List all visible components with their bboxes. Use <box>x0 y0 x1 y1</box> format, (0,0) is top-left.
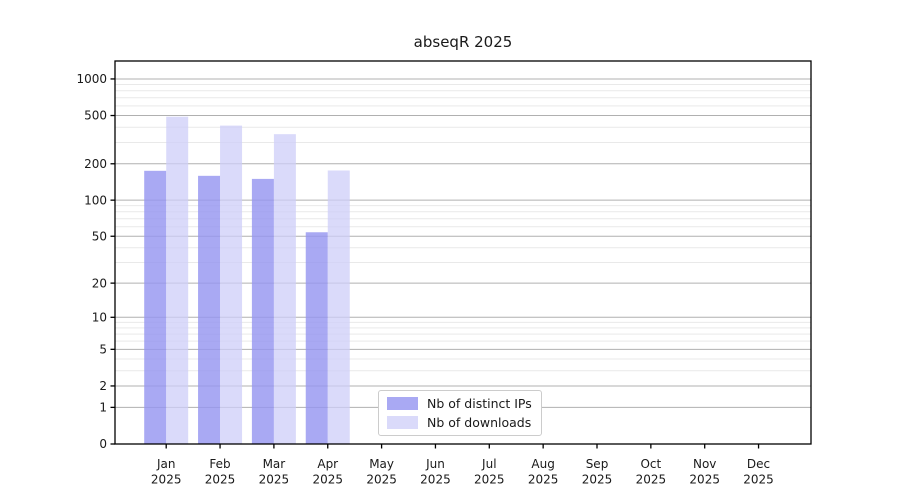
x-tick-label: Nov 2025 <box>689 457 720 487</box>
y-tick-label: 50 <box>92 229 107 243</box>
x-tick-label: Jan 2025 <box>151 457 182 487</box>
y-tick-label: 2 <box>99 379 107 393</box>
legend-item: Nb of distinct IPs <box>387 396 541 411</box>
x-tick-label: Jun 2025 <box>420 457 451 487</box>
legend-item: Nb of downloads <box>387 415 541 430</box>
legend-swatch-downloads <box>387 416 418 430</box>
chart-title: abseqR 2025 <box>413 33 513 51</box>
bar-apr-distinct-ips <box>305 232 328 444</box>
x-tick-label: May 2025 <box>366 457 397 487</box>
x-tick-label: Mar 2025 <box>259 457 290 487</box>
bar-jan-downloads <box>166 116 189 444</box>
y-tick-label: 20 <box>92 276 107 290</box>
plot-border <box>114 60 812 445</box>
legend-swatch-distinct-ips <box>387 396 418 410</box>
bar-mar-downloads <box>273 134 296 444</box>
x-tick-label: Oct 2025 <box>636 457 667 487</box>
y-tick-label: 200 <box>84 157 107 171</box>
y-tick-label: 500 <box>84 109 107 123</box>
bar-feb-distinct-ips <box>198 175 221 444</box>
y-tick-label: 1 <box>99 401 107 415</box>
y-tick-label: 0 <box>99 437 107 451</box>
x-tick-label: Aug 2025 <box>528 457 559 487</box>
bar-mar-distinct-ips <box>251 178 274 444</box>
x-tick-label: Jul 2025 <box>474 457 505 487</box>
x-tick-label: Sep 2025 <box>582 457 613 487</box>
y-tick-label: 5 <box>99 343 107 357</box>
y-tick-label: 10 <box>92 310 107 324</box>
y-tick-label: 100 <box>84 193 107 207</box>
bar-apr-downloads <box>327 170 350 445</box>
legend: Nb of distinct IPs Nb of downloads <box>378 390 542 436</box>
x-tick-label: Feb 2025 <box>205 457 236 487</box>
x-tick-label: Dec 2025 <box>743 457 774 487</box>
y-tick-label: 1000 <box>76 72 107 86</box>
x-tick-label: Apr 2025 <box>312 457 343 487</box>
legend-label: Nb of downloads <box>427 415 532 431</box>
bar-feb-downloads <box>220 125 243 444</box>
legend-label: Nb of distinct IPs <box>427 395 532 411</box>
bar-jan-distinct-ips <box>144 170 167 444</box>
